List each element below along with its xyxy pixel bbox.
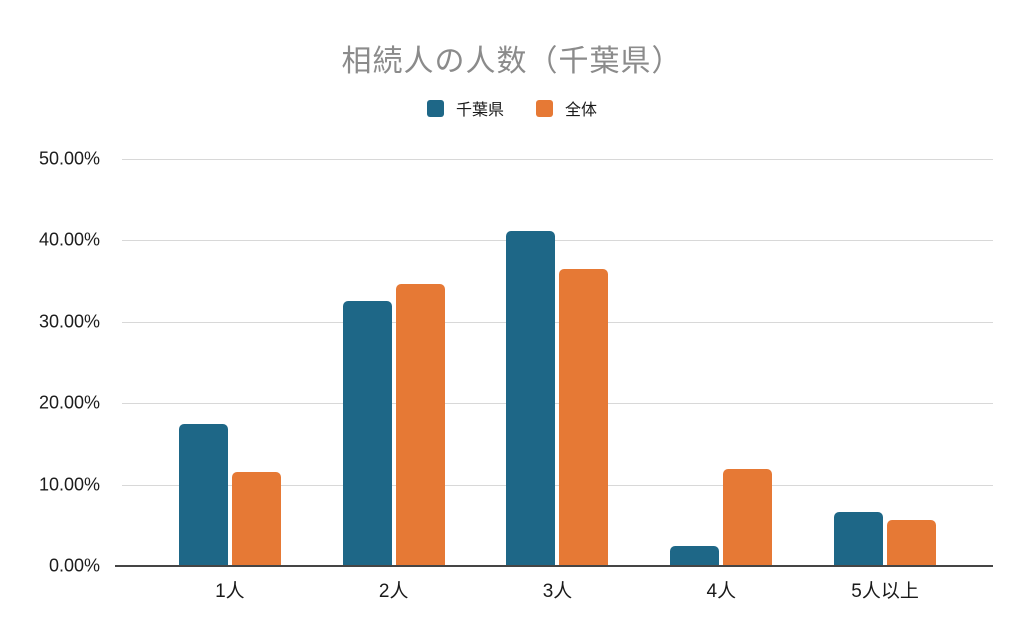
x-axis-labels: 1人 2人 3人 4人 5人以上 (122, 576, 993, 603)
y-tick-label: 30.00% (38, 311, 100, 332)
bar-series2-cat2 (395, 284, 445, 566)
gridline (122, 159, 993, 160)
y-tick-label: 10.00% (38, 474, 100, 495)
bar-series2-cat3 (559, 268, 609, 566)
bar-series1-cat1 (178, 424, 228, 566)
legend-item-1: 千葉県 (426, 96, 504, 120)
y-tick-label: 0.00% (48, 555, 100, 576)
bar-group-1 (148, 159, 312, 566)
y-tick-label: 50.00% (38, 148, 100, 169)
chart-legend: 千葉県 全体 (0, 96, 1024, 120)
legend-swatch-icon (426, 99, 444, 117)
x-tick-label: 4人 (706, 581, 737, 602)
bar-group-5 (803, 159, 967, 566)
bar-group-3 (476, 159, 640, 566)
x-axis-line (115, 565, 993, 567)
gridline (122, 403, 993, 405)
plot-area (115, 159, 993, 567)
x-tick-label: 2人 (378, 581, 409, 602)
x-tick-label: 5人以上 (851, 581, 919, 602)
legend-label: 千葉県 (455, 102, 504, 119)
x-tick-label: 3人 (542, 581, 573, 602)
bar-series1-cat4 (670, 545, 720, 566)
x-tick-label: 1人 (215, 581, 245, 602)
bar-series1-cat5 (834, 512, 884, 566)
bar-series1-cat3 (506, 231, 556, 566)
gridline (122, 484, 993, 486)
bar-groups (122, 159, 993, 566)
bar-series2-cat1 (231, 471, 281, 566)
y-axis-labels: 50.00% 40.00% 30.00% 20.00% 10.00% 0.00% (0, 149, 110, 576)
gridline (122, 240, 993, 242)
chart-title: 相続人の人数（千葉県） (341, 45, 683, 78)
bar-group-2 (312, 159, 476, 566)
bar-series2-cat4 (723, 469, 773, 566)
bar-series2-cat5 (887, 519, 937, 566)
legend-item-2: 全体 (536, 96, 597, 120)
legend-swatch-icon (536, 99, 553, 117)
bar-series1-cat2 (342, 301, 392, 566)
y-tick-label: 20.00% (38, 392, 100, 413)
y-tick-label: 40.00% (38, 229, 100, 250)
bar-group-4 (639, 159, 803, 566)
gridline (122, 321, 993, 323)
legend-label: 全体 (565, 102, 598, 119)
